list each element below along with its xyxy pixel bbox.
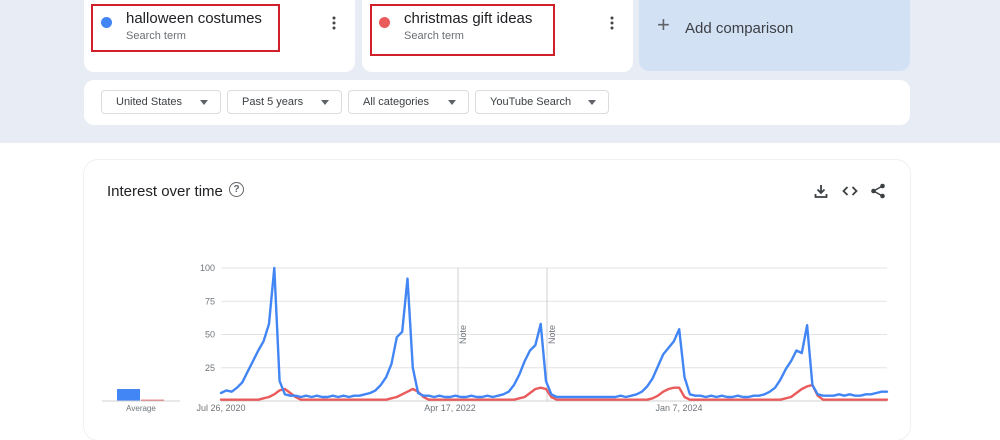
term-color-dot: [379, 17, 390, 28]
y-tick-label: 100: [200, 263, 215, 273]
download-icon[interactable]: [812, 182, 830, 200]
embed-code-icon[interactable]: [841, 182, 859, 200]
average-bar: [117, 389, 140, 401]
series-line-halloween-costumes: [219, 266, 889, 399]
y-tick-label: 50: [205, 330, 215, 340]
filter-time-label: Past 5 years: [242, 96, 304, 108]
term-name[interactable]: christmas gift ideas: [404, 10, 533, 27]
caret-down-icon: [588, 100, 596, 105]
note-label: Note: [547, 325, 557, 344]
help-circle-icon[interactable]: ?: [229, 182, 244, 197]
term-color-dot: [101, 17, 112, 28]
caret-down-icon: [200, 100, 208, 105]
plus-icon: +: [657, 12, 670, 37]
term-subtitle: Search term: [126, 30, 186, 42]
average-bar: [141, 399, 164, 401]
filter-category-dropdown[interactable]: All categories: [348, 90, 469, 114]
term-card-halloween[interactable]: halloween costumes Search term: [84, 0, 355, 72]
filter-location-label: United States: [116, 96, 183, 108]
filter-property-label: YouTube Search: [490, 96, 572, 108]
add-comparison-button[interactable]: + Add comparison: [639, 0, 910, 71]
filter-time-dropdown[interactable]: Past 5 years: [227, 90, 342, 114]
term-card-christmas[interactable]: christmas gift ideas Search term: [362, 0, 633, 72]
add-comparison-label: Add comparison: [685, 20, 794, 37]
term-name[interactable]: halloween costumes: [126, 10, 262, 27]
filter-bar: United States Past 5 years All categorie…: [84, 80, 910, 125]
y-tick-label: 25: [205, 363, 215, 373]
filter-category-label: All categories: [363, 96, 430, 108]
share-icon[interactable]: [869, 182, 887, 200]
x-tick-label: Jan 7, 2024: [655, 403, 702, 413]
x-tick-label: Apr 17, 2022: [424, 403, 476, 413]
caret-down-icon: [448, 100, 456, 105]
term-subtitle: Search term: [404, 30, 464, 42]
interest-over-time-panel: Interest over time ? 100 75 50 25 Note Note Ju…: [84, 160, 910, 440]
x-tick-label: Jul 26, 2020: [196, 403, 245, 413]
filter-location-dropdown[interactable]: United States: [101, 90, 221, 114]
y-tick-label: 75: [205, 296, 215, 306]
highlight-box: [91, 4, 280, 52]
interest-chart: 100 75 50 25 Note Note Jul 26, 2020 Apr 17, 202…: [102, 263, 889, 413]
panel-title: Interest over time: [107, 183, 223, 200]
highlight-box: [370, 4, 555, 56]
more-vert-icon[interactable]: [331, 15, 337, 35]
caret-down-icon: [321, 100, 329, 105]
series-line-christmas-gift-ideas: [219, 383, 889, 401]
filter-property-dropdown[interactable]: YouTube Search: [475, 90, 609, 114]
average-label: Average: [126, 404, 156, 413]
more-vert-icon[interactable]: [609, 15, 615, 35]
note-label: Note: [458, 325, 468, 344]
